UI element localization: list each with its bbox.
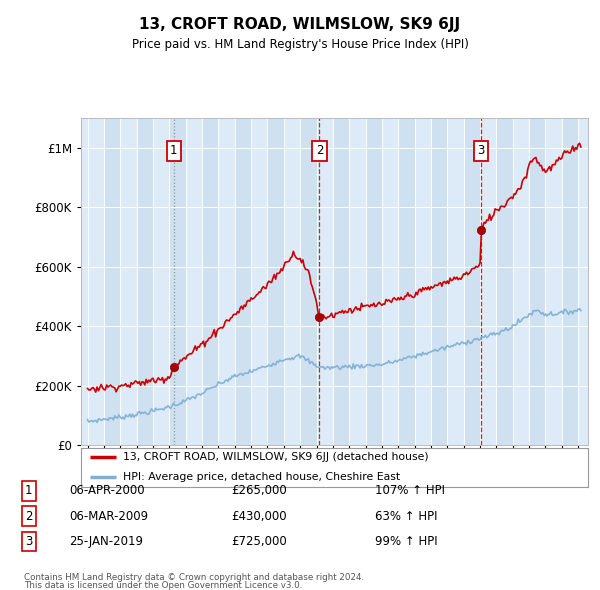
Text: 2: 2: [316, 144, 323, 158]
Text: 13, CROFT ROAD, WILMSLOW, SK9 6JJ: 13, CROFT ROAD, WILMSLOW, SK9 6JJ: [139, 17, 461, 31]
Bar: [202, 118, 218, 445]
Text: 107% ↑ HPI: 107% ↑ HPI: [375, 484, 445, 497]
Text: Price paid vs. HM Land Registry's House Price Index (HPI): Price paid vs. HM Land Registry's House …: [131, 38, 469, 51]
Text: 06-APR-2000: 06-APR-2000: [69, 484, 145, 497]
Text: HPI: Average price, detached house, Cheshire East: HPI: Average price, detached house, Ches…: [122, 472, 400, 482]
Bar: [365, 118, 382, 445]
Text: Contains HM Land Registry data © Crown copyright and database right 2024.: Contains HM Land Registry data © Crown c…: [24, 572, 364, 582]
Text: 13, CROFT ROAD, WILMSLOW, SK9 6JJ (detached house): 13, CROFT ROAD, WILMSLOW, SK9 6JJ (detac…: [122, 452, 428, 462]
Text: 06-MAR-2009: 06-MAR-2009: [69, 510, 148, 523]
Bar: [431, 118, 448, 445]
Bar: [268, 118, 284, 445]
Text: 2: 2: [25, 510, 32, 523]
Bar: [398, 118, 415, 445]
Text: This data is licensed under the Open Government Licence v3.0.: This data is licensed under the Open Gov…: [24, 581, 302, 590]
Text: £265,000: £265,000: [231, 484, 287, 497]
Bar: [300, 118, 317, 445]
Bar: [104, 118, 120, 445]
Text: 99% ↑ HPI: 99% ↑ HPI: [375, 535, 437, 548]
Bar: [529, 118, 545, 445]
Bar: [235, 118, 251, 445]
Text: 63% ↑ HPI: 63% ↑ HPI: [375, 510, 437, 523]
Bar: [333, 118, 349, 445]
Text: 3: 3: [25, 535, 32, 548]
Text: £725,000: £725,000: [231, 535, 287, 548]
Bar: [464, 118, 480, 445]
Text: 1: 1: [170, 144, 178, 158]
Bar: [169, 118, 185, 445]
Bar: [137, 118, 153, 445]
Text: 25-JAN-2019: 25-JAN-2019: [69, 535, 143, 548]
Bar: [562, 118, 578, 445]
Text: £430,000: £430,000: [231, 510, 287, 523]
Text: 1: 1: [25, 484, 32, 497]
Bar: [496, 118, 513, 445]
Text: 3: 3: [478, 144, 485, 158]
